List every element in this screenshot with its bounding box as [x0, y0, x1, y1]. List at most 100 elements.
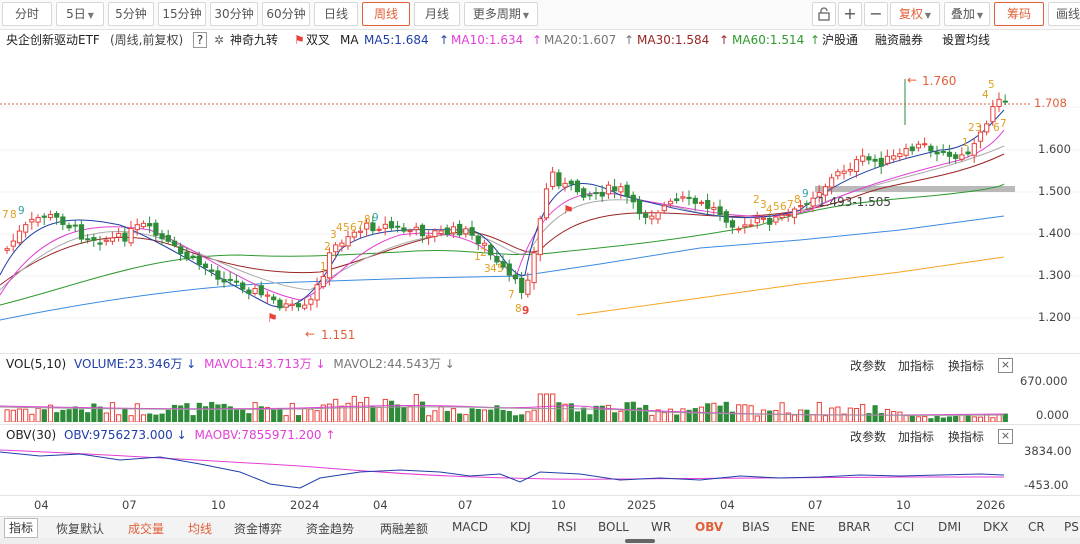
volume-bar	[500, 409, 506, 422]
panel-divider	[0, 353, 1080, 354]
candle-body	[85, 238, 91, 241]
period-tab-60min[interactable]: 60分钟	[262, 2, 310, 26]
tab-fund-trend[interactable]: 资金趋势	[306, 522, 355, 536]
tab-cr[interactable]: CR	[1028, 520, 1045, 534]
volume-bar	[271, 409, 277, 422]
tab-wr[interactable]: WR	[651, 520, 672, 534]
period-tab-5day[interactable]: 5日 ▼	[56, 2, 104, 26]
candle-body	[283, 303, 289, 308]
horizontal-scrollbar[interactable]	[0, 538, 1080, 544]
candle-body	[140, 222, 147, 228]
period-tab-weekly[interactable]: 周线	[362, 2, 410, 26]
tab-brar[interactable]: BRAR	[838, 520, 871, 534]
tab-macd[interactable]: MACD	[452, 520, 488, 534]
volume-bar	[246, 413, 252, 422]
candle-body	[736, 228, 742, 231]
tab-margin-diff[interactable]: 两融差额	[380, 522, 429, 536]
vol-add-indicator-button[interactable]: 加指标	[898, 359, 935, 373]
tab-fund-game[interactable]: 资金博弈	[234, 522, 283, 536]
volume-bar	[531, 409, 537, 422]
close-icon[interactable]: ×	[998, 429, 1013, 444]
volume-bar	[23, 408, 29, 422]
volume-bar	[816, 401, 822, 422]
vol-edit-params-button[interactable]: 改参数	[850, 359, 887, 373]
candle-body	[711, 206, 717, 210]
svg-text:4: 4	[766, 204, 773, 216]
adjust-dropdown[interactable]: 复权 ▼	[890, 2, 940, 26]
lock-icon	[818, 7, 830, 21]
scrollbar-thumb[interactable]	[625, 539, 655, 543]
candle-body	[915, 143, 922, 149]
candle-body	[500, 261, 506, 268]
period-tab-fenshi[interactable]: 分时	[2, 2, 52, 26]
help-button[interactable]: ?	[193, 32, 207, 48]
draw-line-button[interactable]: 画线	[1048, 2, 1080, 26]
zoom-in-button[interactable]: +	[838, 2, 862, 26]
vol-panel-header: VOL(5,10) VOLUME:23.346万 ↓ MAVOL1:43.713…	[6, 354, 455, 374]
tab-bias[interactable]: BIAS	[742, 520, 770, 534]
double-cross-toggle[interactable]: 双叉	[306, 33, 331, 47]
chevron-down-icon: ▼	[976, 11, 984, 20]
volume-bar	[450, 408, 457, 422]
candle-body	[928, 145, 934, 152]
settings-icon[interactable]: ✲	[214, 33, 225, 47]
candle-body	[835, 171, 841, 177]
tab-ps[interactable]: PS	[1064, 520, 1079, 534]
candle-body	[271, 296, 277, 301]
volume-bar	[915, 416, 922, 422]
arrow-up-icon: ↑	[439, 33, 450, 47]
volume-bar	[562, 403, 568, 422]
arrow-up-icon: ↑	[810, 33, 821, 47]
close-icon[interactable]: ×	[998, 358, 1013, 373]
chips-button[interactable]: 筹码	[994, 2, 1044, 26]
period-tab-30min[interactable]: 30分钟	[210, 2, 258, 26]
arrow-down-icon: ↓	[186, 357, 197, 371]
tab-ene[interactable]: ENE	[791, 520, 816, 534]
volume-bar	[277, 408, 283, 422]
volume-bar	[153, 414, 159, 422]
vol-switch-indicator-button[interactable]: 换指标	[948, 359, 985, 373]
volume-bar	[543, 393, 550, 422]
volume-bar	[116, 414, 122, 422]
volume-bar	[122, 408, 128, 422]
period-tab-15min[interactable]: 15分钟	[158, 2, 206, 26]
volume-bar	[977, 416, 984, 422]
tab-rsi[interactable]: RSI	[557, 520, 577, 534]
obv-switch-indicator-button[interactable]: 换指标	[948, 430, 985, 444]
period-tab-daily[interactable]: 日线	[314, 2, 358, 26]
volume-bar	[209, 401, 215, 422]
period-more-dropdown[interactable]: 更多周期 ▼	[464, 2, 538, 26]
volume-chart[interactable]	[0, 374, 1010, 422]
tab-boll[interactable]: BOLL	[598, 520, 629, 534]
zoom-out-button[interactable]: −	[864, 2, 888, 26]
tab-obv[interactable]: OBV	[695, 520, 724, 534]
overlay-dropdown[interactable]: 叠加 ▼	[944, 2, 990, 26]
tab-cci[interactable]: CCI	[894, 520, 915, 534]
tab-volume[interactable]: 成交量	[128, 522, 165, 536]
candle-body	[41, 215, 47, 218]
nine-turn-toggle[interactable]: 神奇九转	[230, 33, 279, 47]
x-tick-label: 07	[458, 498, 473, 512]
hsgt-link[interactable]: 沪股通	[822, 33, 859, 47]
obv-edit-params-button[interactable]: 改参数	[850, 430, 887, 444]
candle-body	[903, 148, 909, 156]
volume-bar	[370, 406, 376, 422]
tab-restore-default[interactable]: 恢复默认	[56, 522, 105, 536]
tab-indicators[interactable]: 指标	[4, 518, 39, 538]
tab-dmi[interactable]: DMI	[938, 520, 962, 534]
tab-kdj[interactable]: KDJ	[510, 520, 531, 534]
obv-chart[interactable]	[0, 444, 1010, 494]
period-tab-5min[interactable]: 5分钟	[108, 2, 154, 26]
vol-volume-value: VOLUME:23.346万	[74, 357, 183, 371]
volume-bar	[587, 414, 593, 422]
tab-dkx[interactable]: DKX	[983, 520, 1009, 534]
svg-text:4: 4	[982, 89, 989, 101]
tab-ma[interactable]: 均线	[188, 522, 213, 536]
candle-body	[686, 196, 692, 199]
period-tab-monthly[interactable]: 月线	[414, 2, 460, 26]
lock-button[interactable]	[812, 2, 836, 26]
obv-add-indicator-button[interactable]: 加指标	[898, 430, 935, 444]
margin-link[interactable]: 融资融券	[875, 33, 924, 47]
candle-body	[531, 252, 537, 284]
